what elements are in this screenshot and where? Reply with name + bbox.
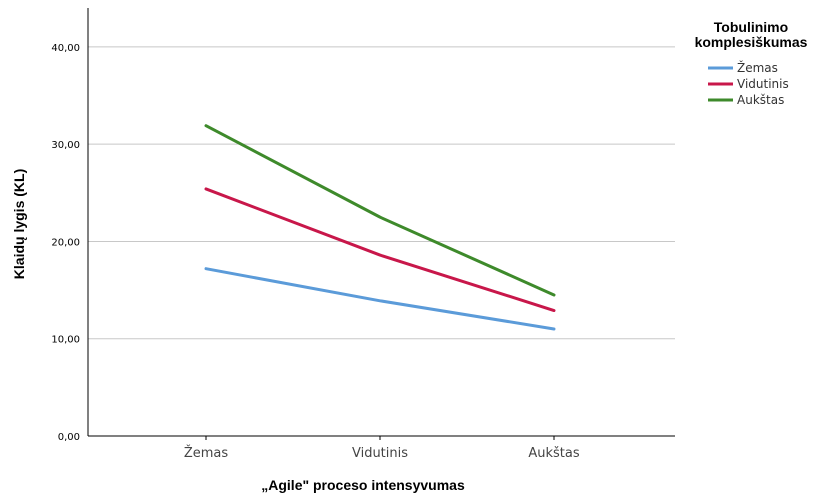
y-tick-label: 30,00	[51, 140, 80, 151]
gridlines	[88, 46, 675, 340]
y-axis-title: Klaidų lygis (KL)	[11, 169, 27, 279]
legend: Tobulinimo komplesiškumas Žemas Vidutinis…	[695, 19, 808, 107]
legend-title-line-2: komplesiškumas	[695, 34, 808, 50]
y-tick-label: 0,00	[58, 432, 80, 443]
legend-items: Žemas Vidutinis Aukštas	[708, 60, 789, 107]
y-tick-label: 20,00	[51, 237, 80, 248]
axes	[87, 8, 675, 437]
legend-label: Aukštas	[737, 93, 784, 107]
legend-label: Žemas	[737, 60, 778, 75]
x-axis-title: „Agile" proceso intensyvumas	[261, 477, 465, 493]
x-tick-labels: Žemas Vidutinis Aukštas	[184, 436, 580, 461]
legend-label: Vidutinis	[737, 77, 789, 91]
legend-title-line-1: Tobulinimo	[714, 19, 788, 35]
series-line	[204, 187, 556, 313]
series-line	[204, 267, 556, 331]
x-tick-label: Žemas	[184, 445, 229, 461]
x-tick-label: Vidutinis	[352, 446, 408, 461]
series-lines	[204, 124, 556, 331]
y-tick-label: 10,00	[51, 335, 80, 346]
y-tick-label: 40,00	[51, 43, 80, 54]
y-tick-labels: 0,00 10,00 20,00 30,00 40,00	[51, 43, 80, 443]
series-line	[204, 124, 556, 297]
x-tick-label: Aukštas	[528, 446, 579, 461]
